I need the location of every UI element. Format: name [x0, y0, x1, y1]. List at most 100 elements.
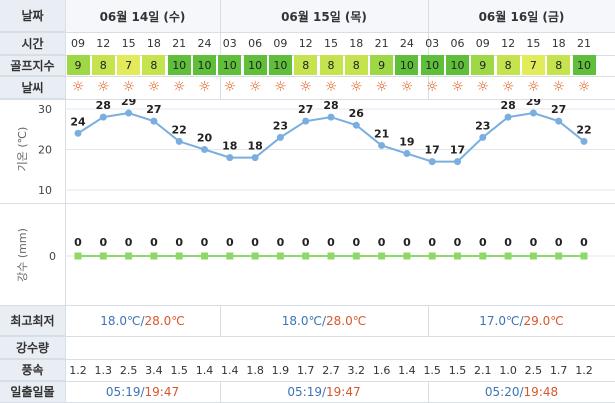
temp-point	[479, 133, 487, 141]
sunset-time: 19:47	[144, 385, 180, 399]
temp-data-label: 22	[576, 123, 591, 136]
temp-axis-label: 기온 (℃)	[16, 127, 29, 172]
sun-icon: ☼	[501, 79, 515, 95]
rain-point	[201, 252, 208, 260]
rain-data-label: 0	[580, 236, 588, 249]
wind-cell: 1.4	[398, 363, 416, 377]
temp-data-label: 18	[247, 140, 262, 153]
weather-cell: ☼	[319, 76, 344, 98]
rain-point	[99, 252, 107, 260]
weather-cell: ☼	[116, 76, 141, 98]
wind-cell: 3.2	[347, 363, 366, 377]
sun-icon: ☼	[223, 79, 237, 95]
sunrise-time: 05:20	[484, 385, 520, 399]
temp-point	[403, 150, 411, 158]
rain-axis-label: 강수 (mm)	[16, 228, 29, 282]
sun-day-1: 05:19/19:47	[65, 381, 220, 403]
rain-data-label: 0	[125, 236, 133, 249]
temp-data-label: 29	[121, 99, 136, 108]
rain-data-label: 0	[504, 236, 512, 249]
sun-icon: ☼	[577, 79, 591, 95]
weather-cell: ☼	[572, 76, 597, 98]
golf-index-cell: 9	[471, 55, 495, 75]
temp-data-label: 26	[349, 107, 365, 120]
golf-index-cell: 9	[66, 55, 90, 75]
golf-index-cell: 10	[268, 55, 292, 75]
row-divider	[0, 203, 615, 204]
row-divider	[0, 99, 615, 100]
temp-tick-label: 30	[38, 103, 52, 116]
temp-point	[428, 158, 436, 166]
wind-cell: 1.6	[372, 363, 391, 377]
weather-cell: ☼	[167, 76, 192, 98]
rain-data-label: 0	[302, 236, 310, 249]
rain-point	[251, 252, 259, 260]
time-cell: 09	[71, 36, 85, 50]
rain-point	[226, 252, 234, 260]
wind-cell: 1.2	[69, 363, 87, 377]
golf-index-cell: 8	[142, 55, 166, 75]
min-temp: 18.0℃	[100, 314, 141, 328]
wind-cell: 1.7	[296, 363, 315, 377]
golf-index-cell: 8	[91, 55, 115, 75]
temp-data-label: 23	[273, 119, 288, 132]
time-cell: 09	[273, 36, 288, 50]
slash: /	[140, 385, 145, 399]
wind-cell: 3.4	[145, 363, 163, 377]
rain-point	[529, 252, 537, 260]
label-weather: 날씨	[0, 76, 65, 99]
wind-cell: 1.2	[575, 363, 593, 377]
sun-icon: ☼	[147, 79, 161, 95]
rain-data-label: 0	[226, 236, 234, 249]
rain-data-label: 0	[99, 236, 107, 249]
wind-cell: 2.5	[524, 363, 543, 377]
date-header-bg	[65, 0, 615, 32]
golf-index-cell: 8	[319, 55, 343, 75]
rain-point	[74, 252, 82, 260]
wind-cell: 2.7	[322, 363, 340, 377]
temp-point	[175, 137, 183, 145]
row-divider	[0, 381, 615, 382]
temp-point	[251, 154, 259, 162]
label-rain-amount: 강수량	[0, 336, 65, 359]
rain-tick-label: 0	[49, 250, 56, 263]
rain-data-label: 0	[150, 236, 158, 249]
temp-point	[276, 133, 284, 141]
rain-point	[276, 252, 284, 260]
time-cell: 15	[121, 36, 136, 50]
time-cell: 21	[374, 36, 389, 50]
wind-cell: 1.4	[195, 363, 214, 377]
rain-data-label: 0	[175, 236, 183, 249]
date-day-1: 06월 14일 (수)	[99, 9, 186, 24]
golf-index-cell: 9	[370, 55, 394, 75]
wind-cell: 1.8	[246, 363, 264, 377]
label-golf-index: 골프지수	[0, 55, 65, 76]
min-temp: 18.0℃	[281, 314, 322, 328]
label-date: 날짜	[0, 0, 65, 32]
row-divider	[0, 336, 615, 337]
wind-cell: 1.3	[94, 363, 113, 377]
date-day-3: 06월 16일 (금)	[478, 9, 565, 24]
sunrise-time: 05:19	[105, 385, 141, 399]
temp-data-label: 28	[500, 99, 515, 112]
temp-data-label: 22	[172, 123, 187, 136]
temp-point	[352, 121, 360, 129]
day-divider	[220, 0, 221, 99]
sun-icon: ☼	[324, 79, 338, 95]
time-cell: 15	[324, 36, 338, 50]
time-cell: 24	[399, 36, 414, 50]
wind-cell: 1.5	[423, 363, 441, 377]
wind-cell: 2.1	[474, 363, 492, 377]
golf-index-cell: 7	[521, 55, 545, 75]
time-cell: 15	[526, 36, 541, 50]
rain-data-label: 0	[530, 236, 538, 249]
temp-data-label: 17	[425, 144, 440, 157]
wind-cell: 2.5	[119, 363, 138, 377]
wind-cell: 1.7	[549, 363, 568, 377]
temp-point	[302, 117, 310, 125]
golf-index-cell: 10	[395, 55, 419, 75]
temp-data-label: 28	[96, 99, 111, 112]
weather-cell: ☼	[496, 76, 521, 98]
temp-data-label: 19	[399, 136, 414, 149]
time-cell: 21	[172, 36, 187, 50]
